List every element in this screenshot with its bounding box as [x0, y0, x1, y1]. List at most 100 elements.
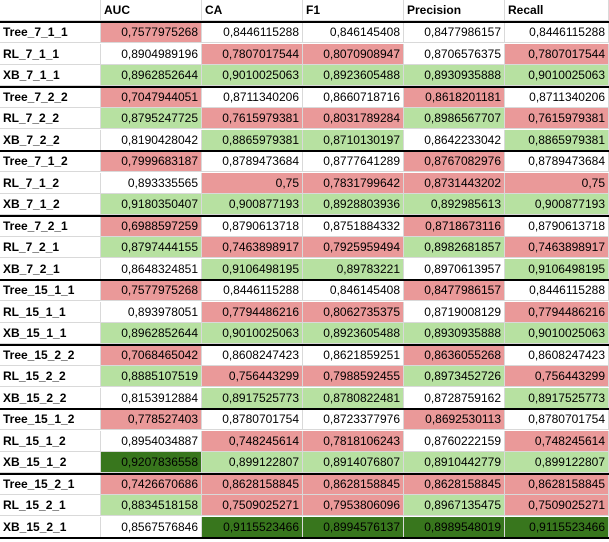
row-label-cell[interactable]: XB_15_2_2	[0, 387, 101, 409]
cell-auc[interactable]: 0,7577975268	[101, 280, 202, 301]
cell-auc[interactable]: 0,9207836558	[101, 452, 202, 473]
cell-ca[interactable]: 0,9010025063	[202, 323, 303, 344]
row-label-cell[interactable]: Tree_7_1_1	[0, 22, 101, 43]
cell-f1[interactable]: 0,846145408	[303, 22, 404, 43]
cell-f1[interactable]: 0,8914076807	[303, 452, 404, 473]
row-label-cell[interactable]: XB_15_1_2	[0, 452, 101, 473]
cell-auc[interactable]: 0,8190428042	[101, 129, 202, 151]
cell-ca[interactable]: 0,9106498195	[202, 258, 303, 280]
cell-recall[interactable]: 0,8608247423	[505, 344, 609, 366]
cell-f1[interactable]: 0,89783221	[303, 258, 404, 280]
cell-auc[interactable]: 0,8795247725	[101, 108, 202, 129]
cell-recall[interactable]: 0,8711340206	[505, 86, 609, 108]
cell-ca[interactable]: 0,8789473684	[202, 151, 303, 172]
cell-precision[interactable]: 0,892985613	[404, 194, 505, 215]
header-cell-precision[interactable]: Precision	[404, 0, 505, 21]
cell-precision[interactable]: 0,8636055268	[404, 344, 505, 366]
cell-recall[interactable]: 0,899122807	[505, 452, 609, 473]
cell-auc[interactable]: 0,8885107519	[101, 366, 202, 387]
cell-auc[interactable]: 0,8834518158	[101, 495, 202, 516]
cell-f1[interactable]: 0,8628158845	[303, 473, 404, 495]
cell-f1[interactable]: 0,8621859251	[303, 344, 404, 366]
cell-auc[interactable]: 0,8153912884	[101, 387, 202, 409]
header-corner-cell[interactable]	[0, 0, 101, 21]
cell-ca[interactable]: 0,9010025063	[202, 65, 303, 86]
cell-auc[interactable]: 0,7577975268	[101, 22, 202, 43]
cell-f1[interactable]: 0,8777641289	[303, 151, 404, 172]
cell-f1[interactable]: 0,8923605488	[303, 65, 404, 86]
row-label-cell[interactable]: XB_15_1_1	[0, 323, 101, 344]
cell-precision[interactable]: 0,8973452726	[404, 366, 505, 387]
cell-ca[interactable]: 0,899122807	[202, 452, 303, 473]
row-label-cell[interactable]: RL_7_1_1	[0, 43, 101, 65]
cell-recall[interactable]: 0,9010025063	[505, 323, 609, 344]
cell-precision[interactable]: 0,8628158845	[404, 473, 505, 495]
cell-auc[interactable]: 0,8954034887	[101, 430, 202, 452]
cell-f1[interactable]: 0,8751884332	[303, 215, 404, 237]
row-label-cell[interactable]: Tree_15_1_2	[0, 409, 101, 430]
cell-ca[interactable]: 0,7463898917	[202, 237, 303, 258]
cell-f1[interactable]: 0,8928803936	[303, 194, 404, 215]
row-label-cell[interactable]: XB_7_2_2	[0, 129, 101, 151]
cell-auc[interactable]: 0,9180350407	[101, 194, 202, 215]
cell-auc[interactable]: 0,8648324851	[101, 258, 202, 280]
cell-auc[interactable]: 0,7047944051	[101, 86, 202, 108]
cell-ca[interactable]: 0,9115523466	[202, 516, 303, 538]
cell-precision[interactable]: 0,8731443202	[404, 172, 505, 194]
cell-recall[interactable]: 0,7615979381	[505, 108, 609, 129]
cell-precision[interactable]: 0,8642233042	[404, 129, 505, 151]
cell-ca[interactable]: 0,748245614	[202, 430, 303, 452]
cell-f1[interactable]: 0,7925959494	[303, 237, 404, 258]
cell-f1[interactable]: 0,8062735375	[303, 301, 404, 323]
cell-precision[interactable]: 0,8706576375	[404, 43, 505, 65]
cell-auc[interactable]: 0,778527403	[101, 409, 202, 430]
cell-precision[interactable]: 0,8986567707	[404, 108, 505, 129]
row-label-cell[interactable]: XB_15_2_1	[0, 516, 101, 538]
cell-auc[interactable]: 0,7068465042	[101, 344, 202, 366]
cell-precision[interactable]: 0,8930935888	[404, 323, 505, 344]
cell-recall[interactable]: 0,8446115288	[505, 22, 609, 43]
row-label-cell[interactable]: Tree_15_1_1	[0, 280, 101, 301]
cell-precision[interactable]: 0,8930935888	[404, 65, 505, 86]
cell-precision[interactable]: 0,8767082976	[404, 151, 505, 172]
cell-recall[interactable]: 0,8865979381	[505, 129, 609, 151]
cell-recall[interactable]: 0,7463898917	[505, 237, 609, 258]
cell-f1[interactable]: 0,8923605488	[303, 323, 404, 344]
cell-auc[interactable]: 0,8962852644	[101, 65, 202, 86]
cell-f1[interactable]: 0,7818106243	[303, 430, 404, 452]
cell-f1[interactable]: 0,7988592455	[303, 366, 404, 387]
cell-auc[interactable]: 0,6988597259	[101, 215, 202, 237]
cell-f1[interactable]: 0,8070908947	[303, 43, 404, 65]
row-label-cell[interactable]: XB_7_1_2	[0, 194, 101, 215]
cell-ca[interactable]: 0,756443299	[202, 366, 303, 387]
cell-recall[interactable]: 0,8628158845	[505, 473, 609, 495]
cell-f1[interactable]: 0,8994576137	[303, 516, 404, 538]
cell-precision[interactable]: 0,8477986157	[404, 22, 505, 43]
row-label-cell[interactable]: XB_7_2_1	[0, 258, 101, 280]
cell-recall[interactable]: 0,7509025271	[505, 495, 609, 516]
cell-precision[interactable]: 0,8982681857	[404, 237, 505, 258]
cell-recall[interactable]: 0,900877193	[505, 194, 609, 215]
cell-recall[interactable]: 0,9106498195	[505, 258, 609, 280]
cell-precision[interactable]: 0,8760222159	[404, 430, 505, 452]
cell-auc[interactable]: 0,893335565	[101, 172, 202, 194]
cell-recall[interactable]: 0,8446115288	[505, 280, 609, 301]
cell-precision[interactable]: 0,8718673116	[404, 215, 505, 237]
cell-ca[interactable]: 0,7807017544	[202, 43, 303, 65]
cell-f1[interactable]: 0,7953806096	[303, 495, 404, 516]
cell-precision[interactable]: 0,8970613957	[404, 258, 505, 280]
header-cell-recall[interactable]: Recall	[505, 0, 609, 21]
row-label-cell[interactable]: RL_15_1_2	[0, 430, 101, 452]
cell-recall[interactable]: 0,9010025063	[505, 65, 609, 86]
cell-ca[interactable]: 0,900877193	[202, 194, 303, 215]
header-cell-auc[interactable]: AUC	[101, 0, 202, 21]
header-cell-f1[interactable]: F1	[303, 0, 404, 21]
cell-recall[interactable]: 0,8790613718	[505, 215, 609, 237]
cell-ca[interactable]: 0,8446115288	[202, 280, 303, 301]
cell-ca[interactable]: 0,8780701754	[202, 409, 303, 430]
row-label-cell[interactable]: Tree_15_2_2	[0, 344, 101, 366]
cell-ca[interactable]: 0,7509025271	[202, 495, 303, 516]
cell-recall[interactable]: 0,75	[505, 172, 609, 194]
cell-ca[interactable]: 0,8446115288	[202, 22, 303, 43]
cell-f1[interactable]: 0,7831799642	[303, 172, 404, 194]
